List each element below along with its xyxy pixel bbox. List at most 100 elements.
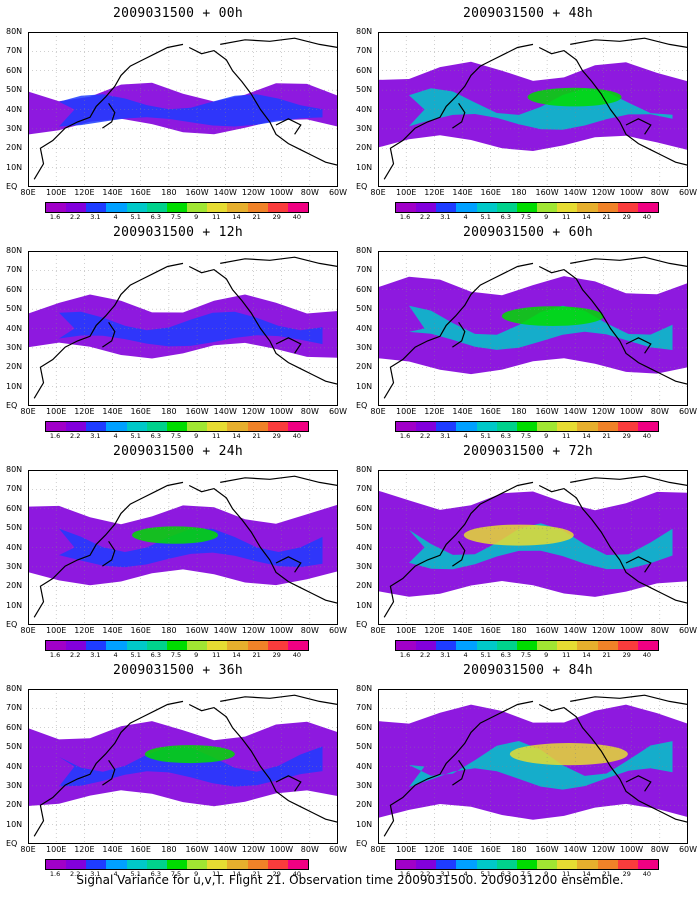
latitude-label: 40N <box>356 542 373 552</box>
longitude-label: 140E <box>102 188 123 197</box>
colorbar-segment <box>476 422 497 431</box>
map-frame <box>378 470 688 625</box>
colorbar-segment <box>106 641 127 650</box>
colorbar <box>45 421 309 432</box>
colorbar-label: 3.1 <box>440 870 451 878</box>
colorbar-segment <box>187 422 208 431</box>
colorbar-segment <box>597 203 618 212</box>
latitude-label: 50N <box>356 523 373 533</box>
colorbar-label: 29 <box>272 870 281 878</box>
variance-shading <box>463 524 574 546</box>
colorbar-segment <box>267 203 288 212</box>
latitude-label: 30N <box>6 342 23 352</box>
colorbar-label: 14 <box>582 651 591 659</box>
longitude-label: 100W <box>270 188 294 197</box>
map-frame <box>28 32 338 187</box>
longitude-label: 100W <box>270 407 294 416</box>
colorbar-segment <box>146 641 167 650</box>
longitude-label: 80W <box>300 188 319 197</box>
variance-map <box>28 470 338 625</box>
latitude-label: 20N <box>6 362 23 372</box>
colorbar-segment <box>86 203 107 212</box>
longitude-label: 80E <box>20 626 36 635</box>
colorbar-label: 1.6 <box>49 870 61 878</box>
longitude-label: 100W <box>620 626 644 635</box>
colorbar-segment <box>637 860 659 869</box>
colorbar-segment <box>227 860 248 869</box>
longitude-label: 160W <box>535 845 559 854</box>
coastline <box>220 694 338 706</box>
colorbar-label: 40 <box>292 870 302 878</box>
colorbar-segment <box>247 860 268 869</box>
colorbar-segment <box>106 422 127 431</box>
colorbar-label: 29 <box>622 651 631 659</box>
colorbar-label: 14 <box>232 432 241 440</box>
longitude-label: 120W <box>591 845 616 854</box>
colorbar-label: 3.1 <box>90 432 101 440</box>
longitude-label: 160W <box>185 845 209 854</box>
colorbar-segment <box>207 641 228 650</box>
longitude-label: 120E <box>424 626 445 635</box>
longitude-label: 140E <box>102 845 123 854</box>
coastline <box>275 337 302 354</box>
colorbar-label: 7.5 <box>520 213 532 221</box>
colorbar-segment <box>396 203 417 212</box>
map-frame <box>28 470 338 625</box>
colorbar-segment <box>496 422 517 431</box>
longitude-label: 140W <box>213 188 237 197</box>
longitude-label: 140E <box>452 188 473 197</box>
latitude-label: 60N <box>356 65 373 75</box>
longitude-label: 120W <box>241 188 266 197</box>
latitude-label: 50N <box>356 742 373 752</box>
latitude-label: 70N <box>6 46 23 56</box>
latitude-label: 70N <box>356 265 373 275</box>
colorbar-label: 1.6 <box>49 432 61 440</box>
latitude-label: 80N <box>356 684 373 693</box>
colorbar-segment <box>456 422 477 431</box>
colorbar-segment <box>126 641 147 650</box>
longitude-label: 160W <box>535 407 559 416</box>
latitude-label: 50N <box>6 304 23 314</box>
latitude-label: EQ <box>356 401 368 410</box>
longitude-label: 140W <box>213 407 237 416</box>
colorbar-segment <box>46 641 67 650</box>
colorbar-label: 29 <box>622 213 631 221</box>
latitude-label: 70N <box>356 703 373 713</box>
longitude-label: 180 <box>511 407 527 416</box>
longitude-label: 140E <box>102 626 123 635</box>
longitude-label: 60W <box>328 626 348 635</box>
variance-shading <box>409 741 673 790</box>
colorbar-label: 4 <box>463 870 468 878</box>
colorbar-segment <box>537 203 558 212</box>
latitude-label: EQ <box>356 182 368 191</box>
colorbar-label: 21 <box>602 870 611 878</box>
panel-title: 2009031500 + 60h <box>462 225 594 240</box>
coastline <box>33 43 184 180</box>
longitude-label: 160E <box>480 845 501 854</box>
panel-title: 2009031500 + 24h <box>112 444 244 459</box>
latitude-label: 80N <box>356 465 373 474</box>
latitude-label: 40N <box>6 761 23 771</box>
latitude-label: EQ <box>6 620 18 629</box>
forecast-panel: 2009031500 + 24h 80N 70N 60N 50N 40N 30N 20N 10N… <box>6 444 348 659</box>
longitude-label: 140W <box>563 407 587 416</box>
colorbar-segment <box>106 203 127 212</box>
colorbar-label: 2.2 <box>70 651 81 659</box>
panel-title: 2009031500 + 48h <box>462 6 594 21</box>
latitude-label: 10N <box>6 819 23 829</box>
colorbar-label: 9 <box>194 870 199 878</box>
latitude-label: 30N <box>356 342 373 352</box>
colorbar-segment <box>66 203 87 212</box>
variance-shading <box>527 87 622 107</box>
longitude-label: 80E <box>370 845 386 854</box>
latitude-label: 40N <box>356 761 373 771</box>
coastline <box>102 102 116 129</box>
colorbar-segment <box>516 422 538 431</box>
colorbar-label: 11 <box>212 213 221 221</box>
colorbar-segment <box>416 860 437 869</box>
colorbar-label: 5.1 <box>480 432 491 440</box>
variance-map <box>28 32 338 187</box>
coastline <box>102 540 116 567</box>
variance-map <box>378 689 688 844</box>
latitude-label: EQ <box>6 182 18 191</box>
